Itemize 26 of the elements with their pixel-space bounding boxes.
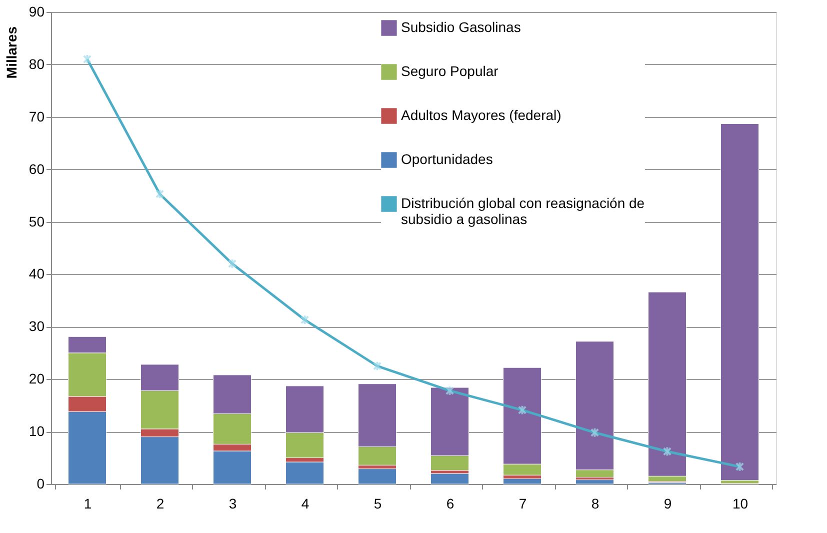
x-tick-label: 3 <box>228 496 237 512</box>
y-tick-label: 30 <box>28 318 45 334</box>
x-tick-label: 5 <box>374 496 382 512</box>
x-tick-label: 8 <box>591 496 600 512</box>
legend-label: Subsidio Gasolinas <box>401 19 521 35</box>
y-tick-label: 90 <box>28 4 45 20</box>
legend-label: Distribución global con reasignación de subsidio a gasolinas <box>401 195 645 227</box>
y-tick-label: 80 <box>28 56 45 72</box>
y-tick-label: 60 <box>28 160 45 177</box>
y-tick-label: 50 <box>28 213 45 230</box>
x-tick-label: 7 <box>518 496 527 512</box>
x-tick-label: 2 <box>156 496 164 512</box>
x-tick-label: 4 <box>301 496 310 512</box>
x-tick-label: 1 <box>84 496 92 512</box>
y-tick-label: 70 <box>28 108 45 124</box>
y-tick-label: 10 <box>28 423 45 440</box>
y-axis-title: Millares <box>4 26 20 79</box>
legend-label: Oportunidades <box>401 151 493 167</box>
x-tick-label: 6 <box>446 496 454 512</box>
y-tick-label: 40 <box>28 266 45 282</box>
x-tick-label: 10 <box>732 496 748 512</box>
legend-label: Adultos Mayores (federal) <box>401 107 562 123</box>
y-tick-label: 20 <box>28 370 45 387</box>
x-tick-label: 9 <box>664 496 672 512</box>
legend-label: Seguro Popular <box>401 63 499 79</box>
y-tick-label: 0 <box>36 476 45 492</box>
